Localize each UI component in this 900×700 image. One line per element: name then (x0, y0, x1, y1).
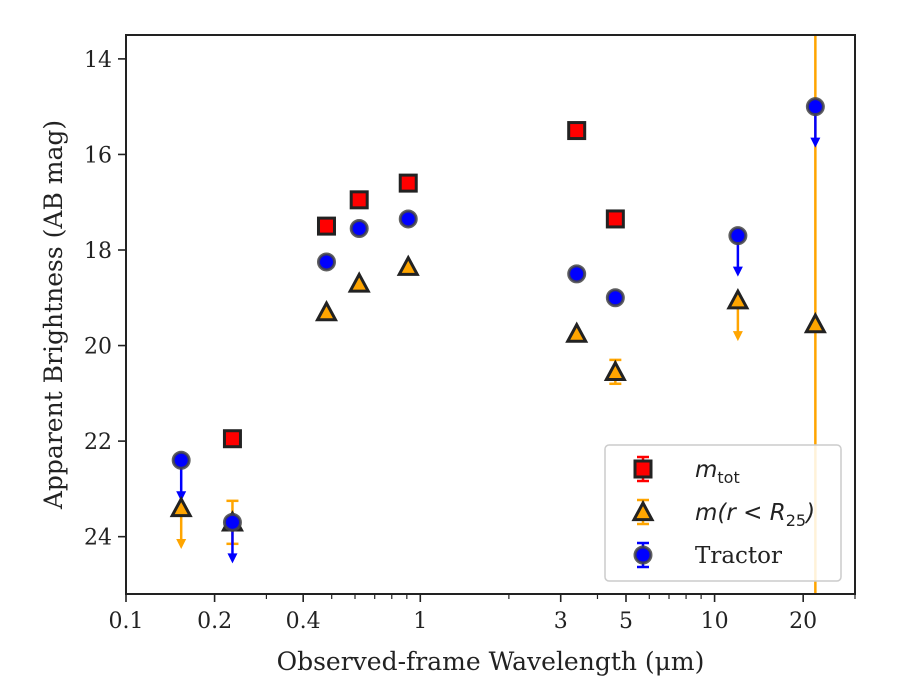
upper-limit-arrowhead (732, 331, 743, 342)
y-axis-title: Apparent Brightness (AB mag) (39, 120, 68, 510)
triangle-marker (565, 321, 589, 343)
x-tick-label: 10 (701, 609, 729, 634)
y-tick-label: 20 (84, 335, 112, 360)
circle-marker (567, 264, 587, 284)
x-tick-label: 5 (619, 609, 633, 634)
circle-marker (633, 545, 653, 565)
circle-marker (349, 219, 369, 238)
y-tick-label: 16 (84, 143, 112, 168)
square-marker (633, 459, 653, 479)
circle-marker (222, 512, 242, 532)
triangle-marker (803, 311, 827, 334)
triangle-marker (314, 299, 339, 322)
circle-marker (398, 209, 418, 229)
square-marker (605, 209, 625, 229)
y-tick-label: 18 (84, 239, 112, 264)
triangle-marker (631, 499, 655, 522)
triangle-marker (396, 254, 420, 276)
circle-marker (171, 450, 191, 470)
marks-layer (169, 35, 827, 594)
legend-label: mtot (695, 457, 740, 487)
circle-marker (316, 252, 336, 272)
plot-frame (125, 34, 856, 595)
upper-limit-arrowhead (810, 137, 821, 148)
x-tick-label: 20 (789, 609, 817, 634)
triangle-marker (347, 271, 371, 293)
circle-marker (605, 288, 625, 308)
square-marker (222, 429, 242, 449)
upper-limit-arrowhead (227, 553, 238, 564)
x-tick-label: 0.4 (286, 609, 321, 634)
triangle-marker (169, 495, 193, 518)
y-tick-label: 24 (84, 526, 112, 551)
x-tick-label: 3 (554, 609, 568, 634)
square-marker (567, 121, 587, 141)
x-tick-label: 1 (413, 609, 427, 634)
legend-label: Tractor (695, 543, 782, 569)
square-marker (349, 190, 369, 210)
triangle-marker (726, 288, 750, 310)
circle-marker (805, 97, 825, 117)
square-marker (316, 216, 336, 236)
triangle-marker (603, 359, 627, 381)
x-tick-label: 0.1 (109, 609, 144, 634)
square-marker (398, 173, 418, 193)
legend-label: m(r < R25) (695, 500, 815, 530)
circle-marker (728, 226, 748, 246)
legend-box (604, 444, 842, 582)
upper-limit-arrowhead (732, 266, 743, 277)
y-tick-label: 14 (84, 48, 112, 73)
y-tick-label: 22 (84, 430, 112, 455)
upper-limit-arrowhead (176, 539, 187, 549)
ticks-layer: 0.1 0.2 0.4 1 3 5 10 20 14 16 18 20 22 24 (84, 48, 856, 634)
x-axis-title: Observed-frame Wavelength (μm) (277, 647, 705, 676)
legend: mtot m(r < R25) Tractor (604, 444, 842, 582)
x-tick-label: 0.2 (197, 609, 232, 634)
